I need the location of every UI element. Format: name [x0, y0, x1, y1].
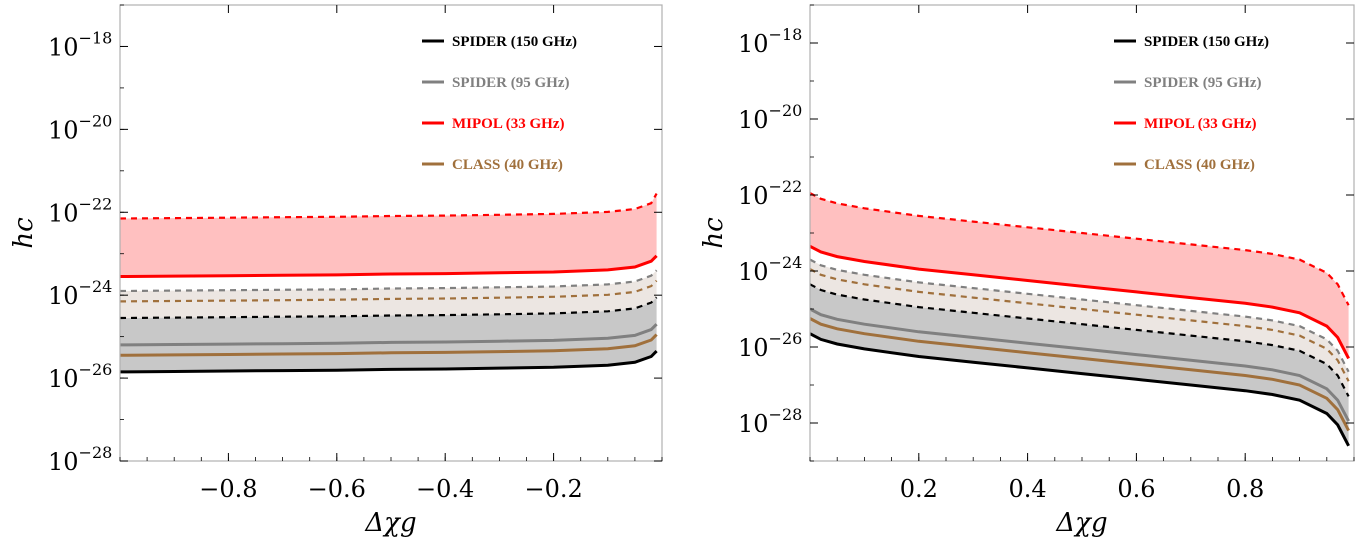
y-tick-label: 10−22 — [738, 177, 802, 210]
y-tick-label: 10−26 — [738, 329, 802, 362]
series-line-mipol-solid — [810, 244, 1350, 360]
band-mipol — [810, 193, 1349, 359]
series-line-class-solid — [120, 333, 658, 357]
legend-label: MIPOL (33 GHz) — [1144, 116, 1257, 132]
x-tick-label: 0.6 — [1117, 475, 1155, 503]
band-upper — [120, 270, 657, 318]
plot-area — [810, 192, 1350, 447]
y-tick-label: 10−28 — [738, 405, 802, 438]
y-tick-label: 10−24 — [738, 253, 802, 286]
y-axis-label: hc — [699, 217, 729, 249]
series-line-spider-dashed — [810, 283, 1350, 397]
legend-label: CLASS (40 GHz) — [1144, 157, 1255, 173]
y-tick-label: 10−18 — [738, 25, 802, 58]
series-line-class-dashed — [810, 268, 1350, 382]
chart-panel-2: 0.2 0.4 0.6 0.8 10−18 10−20 10−22 10−24 10−26 10−… — [699, 4, 1355, 537]
x-tick-label: −0.4 — [416, 475, 474, 503]
series-line-class-solid — [810, 317, 1350, 432]
legend: SPIDER (150 GHz) SPIDER (95 GHz) MIPOL (33… — [422, 34, 577, 173]
y-tick-label: 10−22 — [48, 194, 112, 227]
x-tick-label: −0.8 — [199, 475, 257, 503]
series-line-spider-solid — [120, 323, 658, 347]
y-tick-label: 10−26 — [48, 360, 112, 393]
x-tick-label: −0.6 — [308, 475, 366, 503]
band-mipol — [120, 193, 657, 277]
legend-label: SPIDER (95 GHz) — [1144, 75, 1262, 91]
series-line-spider-solid — [120, 350, 658, 374]
y-tick-label: 10−20 — [738, 101, 802, 134]
y-tick-label: 10−28 — [48, 443, 112, 476]
x-tick-label: −0.2 — [524, 475, 582, 503]
x-tick-label: 0.8 — [1226, 475, 1264, 503]
legend-label: SPIDER (150 GHz) — [452, 34, 577, 50]
x-axis-label: Δχg — [1055, 508, 1107, 537]
x-tick-label: 0.4 — [1009, 475, 1047, 503]
legend-label: SPIDER (95 GHz) — [452, 75, 570, 91]
series-line-spider-dashed — [810, 258, 1350, 373]
series-line-spider-solid — [810, 332, 1350, 447]
y-axis-label: hc — [9, 217, 39, 249]
plot-area — [120, 193, 658, 374]
x-axis-label: Δχg — [364, 508, 416, 537]
legend-label: CLASS (40 GHz) — [452, 157, 563, 173]
chart-panel-1: −0.8 −0.6 −0.4 −0.2 10−18 10−20 10−22 10−24 10−2… — [9, 4, 663, 537]
legend: SPIDER (150 GHz) SPIDER (95 GHz) MIPOL (33… — [1114, 34, 1269, 173]
y-tick-label: 10−24 — [48, 277, 112, 310]
series-line-mipol-dashed — [810, 192, 1350, 306]
x-tick-label: 0.2 — [900, 475, 938, 503]
legend-label: SPIDER (150 GHz) — [1144, 34, 1269, 50]
series-line-mipol-solid — [120, 254, 658, 278]
band-lower — [810, 284, 1349, 446]
series-line-spider-solid — [810, 307, 1350, 422]
y-tick-label: 10−18 — [48, 28, 112, 61]
y-tick-label: 10−20 — [48, 111, 112, 144]
legend-label: MIPOL (33 GHz) — [452, 116, 565, 132]
